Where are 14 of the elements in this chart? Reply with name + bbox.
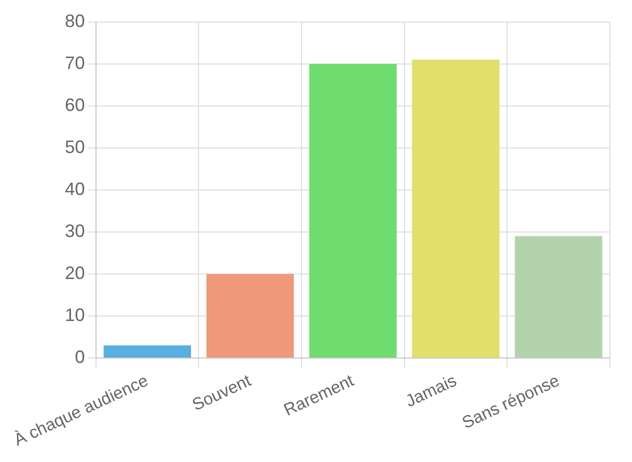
y-tick-label: 50 bbox=[64, 136, 85, 157]
y-tick-label: 70 bbox=[64, 52, 85, 73]
y-tick-label: 10 bbox=[64, 304, 85, 325]
y-tick-label: 40 bbox=[64, 178, 85, 199]
bar bbox=[412, 60, 500, 358]
y-tick-label: 0 bbox=[74, 346, 85, 367]
y-tick-label: 30 bbox=[64, 220, 85, 241]
bar bbox=[104, 345, 192, 358]
y-tick-label: 20 bbox=[64, 262, 85, 283]
bar bbox=[309, 64, 397, 358]
y-tick-label: 80 bbox=[64, 10, 85, 31]
y-tick-label: 60 bbox=[64, 94, 85, 115]
bar bbox=[206, 274, 294, 358]
bar bbox=[514, 236, 602, 358]
